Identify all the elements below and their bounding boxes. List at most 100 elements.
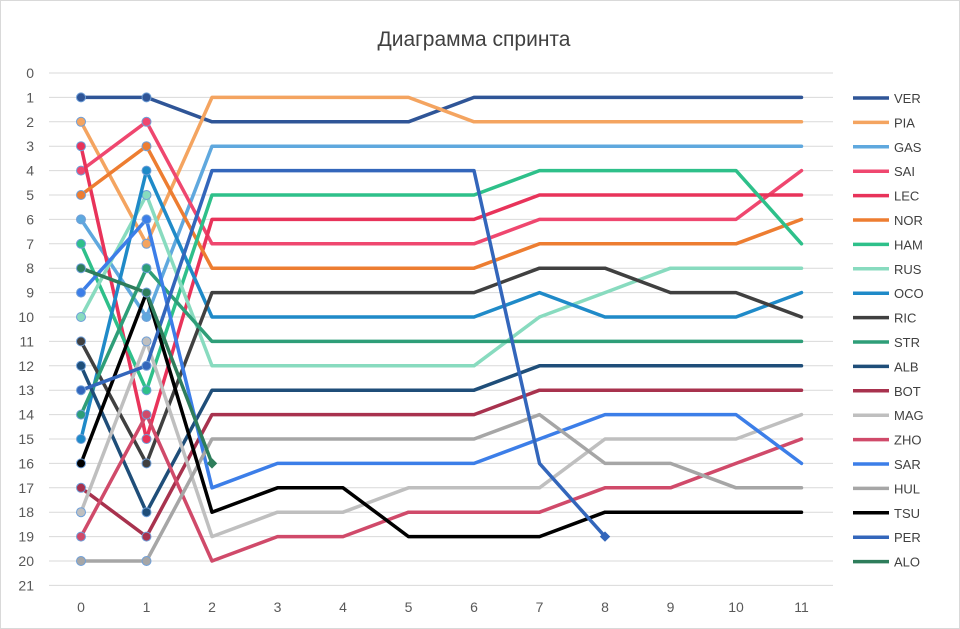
legend-item-nor: NOR	[853, 213, 923, 228]
legend-item-rus: RUS	[853, 262, 922, 277]
legend-label-oco: OCO	[894, 286, 924, 301]
point-mag-1	[141, 336, 152, 347]
series-alo	[76, 263, 218, 469]
legend-item-pia: PIA	[853, 115, 915, 130]
y-tick-label-17: 17	[18, 480, 34, 496]
legend-label-sar: SAR	[894, 457, 921, 472]
point-hul-0	[76, 556, 86, 566]
point-sar-1	[141, 214, 152, 225]
point-nor-0	[76, 190, 86, 200]
y-tick-label-16: 16	[18, 455, 34, 471]
point-hul-1	[141, 556, 152, 566]
legend-item-ham: HAM	[853, 237, 923, 252]
point-oco-1	[141, 165, 152, 176]
series-line-ric	[79, 266, 804, 466]
series-per	[76, 168, 611, 542]
series-line-zho	[79, 412, 804, 563]
legend-label-str: STR	[894, 335, 920, 350]
series-gas	[76, 144, 804, 322]
y-tick-label-3: 3	[26, 138, 34, 154]
legend-item-lec: LEC	[853, 189, 919, 204]
point-ver-0	[76, 92, 86, 103]
series-line-nor	[79, 144, 804, 270]
legend-label-rus: RUS	[894, 262, 922, 277]
legend-label-zho: ZHO	[894, 433, 921, 448]
point-oco-0	[76, 434, 86, 444]
point-gas-0	[76, 214, 86, 225]
y-tick-label-20: 20	[18, 553, 34, 569]
point-str-1	[141, 263, 152, 274]
series-line-gas	[79, 144, 804, 319]
point-nor-1	[141, 141, 152, 152]
point-alb-1	[141, 507, 152, 518]
point-per-8	[599, 531, 611, 542]
series-rus	[76, 190, 804, 368]
legend-item-ver: VER	[853, 91, 921, 106]
series-line-rus	[79, 193, 804, 368]
y-tick-label-4: 4	[26, 163, 34, 179]
y-tick-label-0: 0	[26, 65, 34, 81]
legend-item-alo: ALO	[853, 555, 920, 570]
series-line-oco	[79, 168, 804, 441]
point-alo-1	[141, 287, 152, 298]
point-zho-0	[76, 531, 86, 542]
x-tick-label-4: 4	[339, 599, 347, 615]
series-nor	[76, 141, 804, 270]
legend: VER PIA GAS SAI LEC NOR HAM RUS OCO RIC STR ALB BOT M…	[853, 91, 924, 570]
legend-label-alo: ALO	[894, 555, 920, 570]
legend-label-ham: HAM	[894, 237, 923, 252]
series-alb	[76, 360, 804, 518]
x-tick-label-9: 9	[667, 599, 675, 615]
point-per-0	[76, 385, 86, 396]
x-tick-label-5: 5	[405, 599, 413, 615]
series-ric	[76, 266, 804, 469]
legend-label-mag: MAG	[894, 408, 924, 423]
legend-item-alb: ALB	[853, 359, 919, 374]
point-gas-1	[141, 312, 152, 322]
legend-item-mag: MAG	[853, 408, 924, 423]
point-ham-1	[141, 385, 152, 396]
point-rus-0	[76, 312, 86, 322]
legend-label-hul: HUL	[894, 481, 920, 496]
legend-item-hul: HUL	[853, 481, 920, 496]
legend-label-alb: ALB	[894, 359, 919, 374]
series-bot	[76, 388, 804, 542]
legend-label-tsu: TSU	[894, 506, 920, 521]
y-tick-label-18: 18	[18, 504, 34, 520]
point-tsu-0	[76, 458, 86, 469]
series-zho	[76, 409, 804, 563]
series-line-str	[79, 266, 804, 417]
series-oco	[76, 165, 804, 444]
series-line-per	[79, 168, 607, 539]
point-rus-1	[141, 190, 152, 200]
series-hul	[76, 412, 804, 566]
y-tick-label-6: 6	[26, 211, 34, 227]
legend-item-per: PER	[853, 530, 921, 545]
point-mag-0	[76, 507, 86, 518]
series-line-ham	[79, 168, 804, 392]
point-ric-0	[76, 336, 86, 347]
point-lec-0	[76, 141, 86, 152]
x-tick-label-3: 3	[274, 599, 282, 615]
y-tick-label-8: 8	[26, 260, 34, 276]
series-line-mag	[79, 339, 804, 539]
point-zho-1	[141, 409, 152, 420]
point-str-0	[76, 409, 86, 420]
series-lines	[76, 92, 804, 566]
y-tick-label-7: 7	[26, 236, 34, 252]
point-bot-0	[76, 482, 86, 493]
series-line-lec	[79, 144, 804, 441]
legend-label-ver: VER	[894, 91, 921, 106]
point-pia-0	[76, 116, 86, 127]
y-tick-label-19: 19	[18, 529, 34, 545]
legend-label-gas: GAS	[894, 140, 922, 155]
chart-title: Диаграмма спринта	[378, 28, 571, 51]
legend-label-bot: BOT	[894, 384, 921, 399]
point-ham-0	[76, 238, 86, 249]
legend-label-per: PER	[894, 530, 921, 545]
point-bot-1	[141, 531, 152, 542]
legend-label-sai: SAI	[894, 164, 915, 179]
legend-label-ric: RIC	[894, 311, 916, 326]
series-str	[76, 263, 804, 420]
